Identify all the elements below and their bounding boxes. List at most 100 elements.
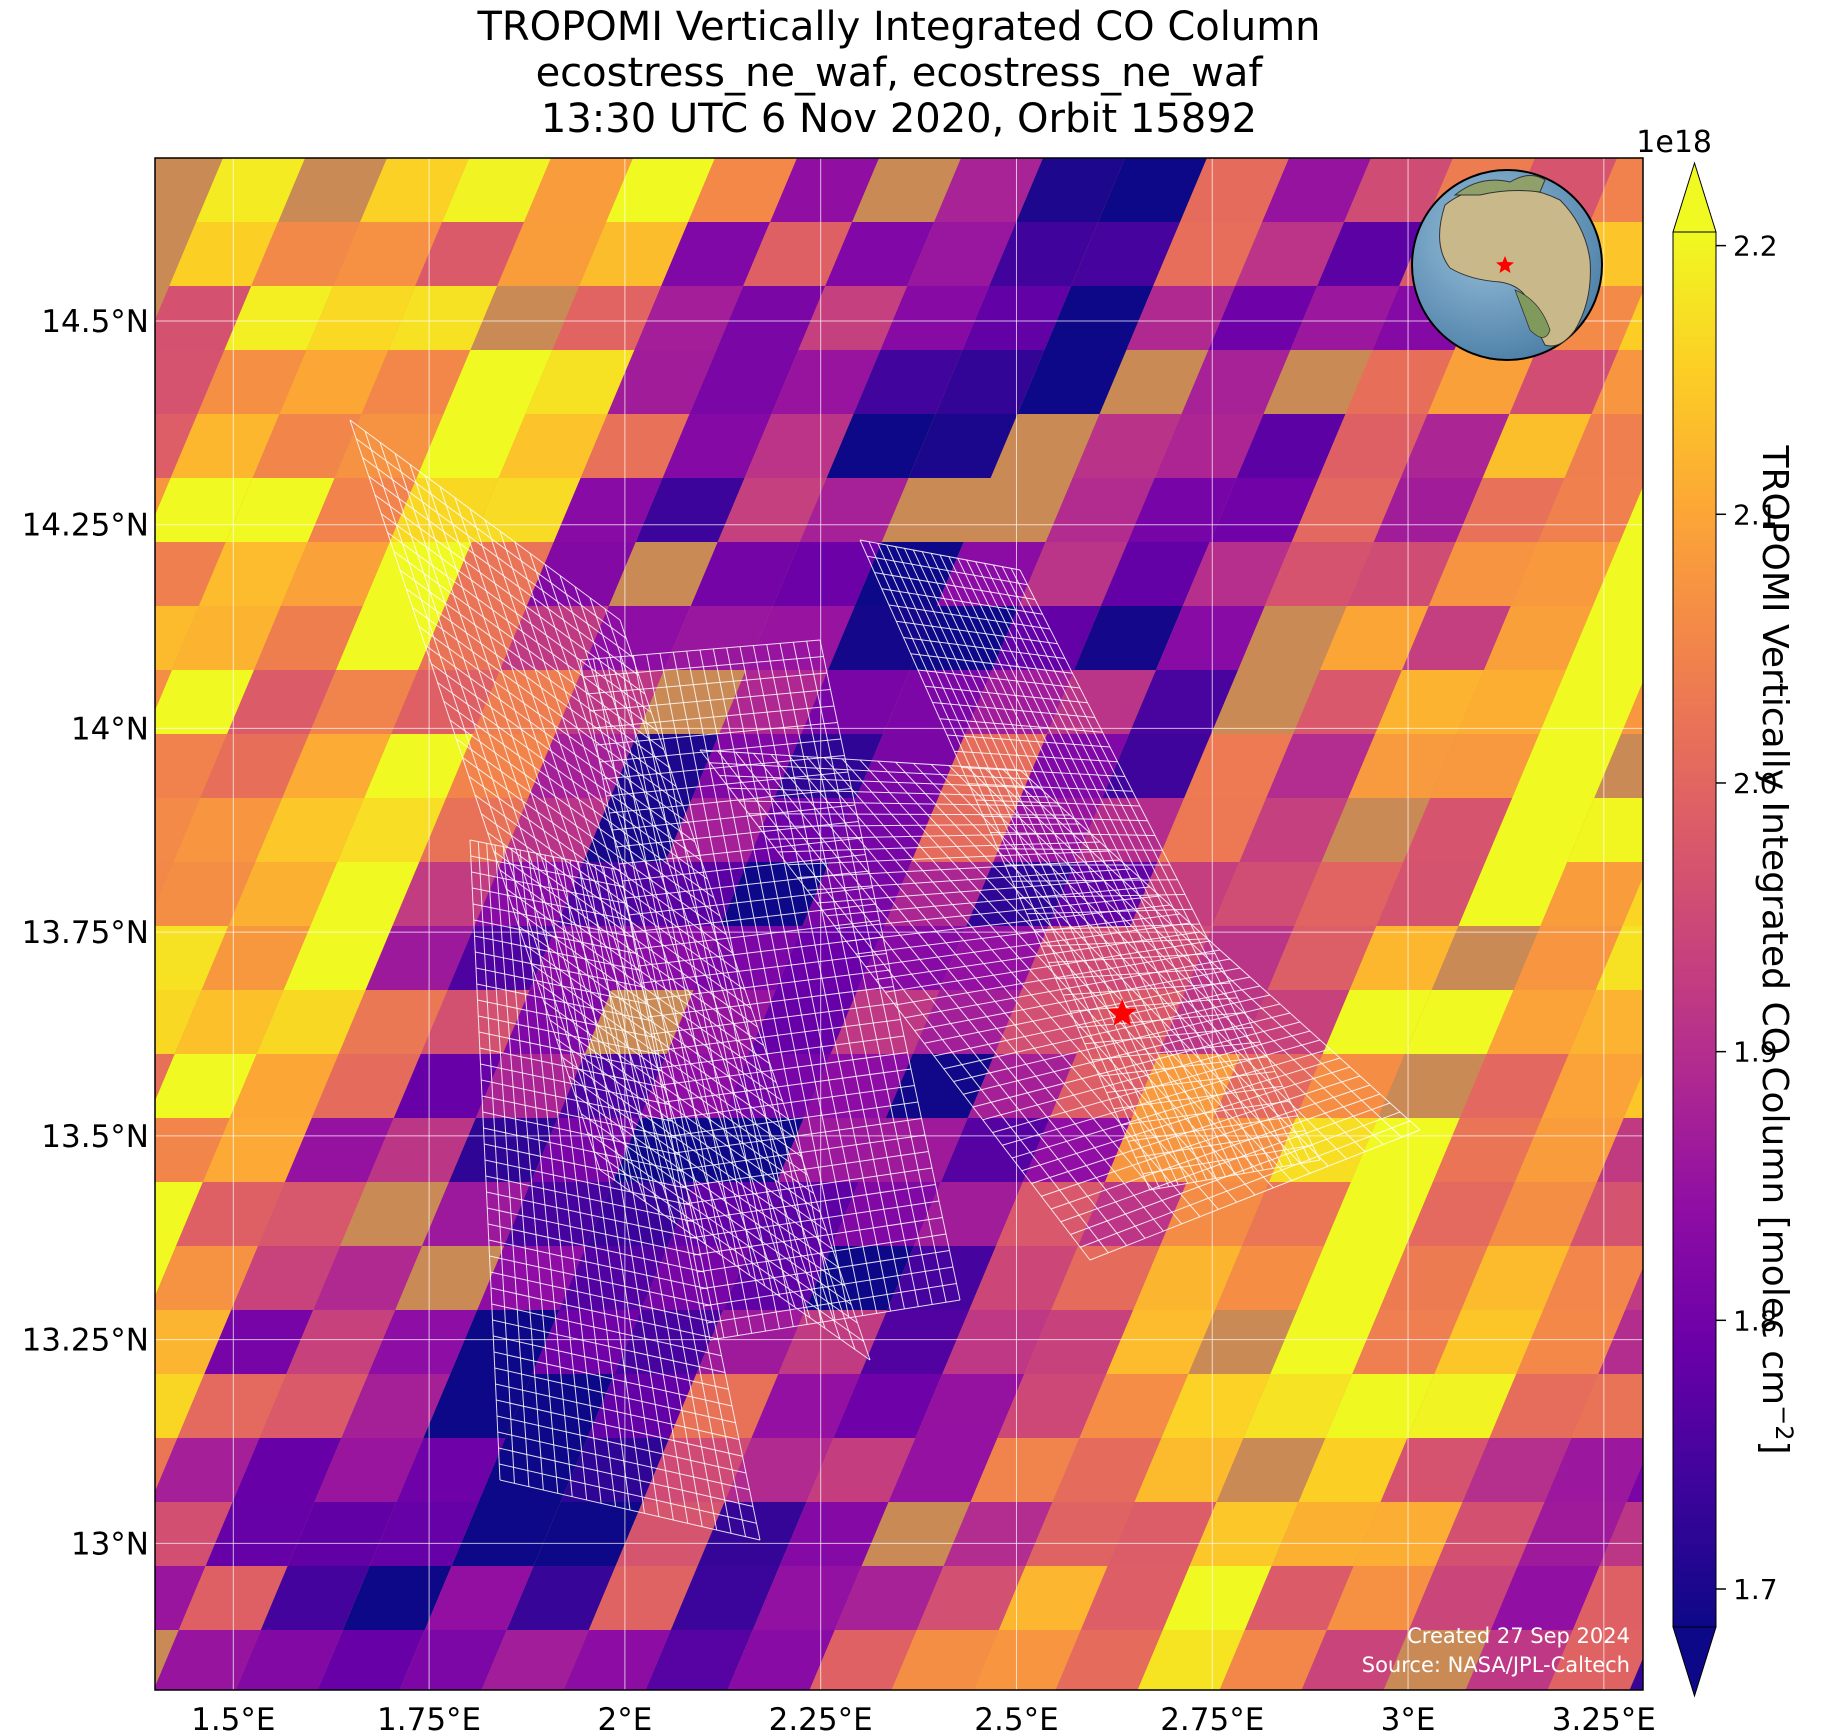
co-pixel [1020, 734, 1130, 798]
co-pixel [155, 734, 228, 798]
co-pixel [586, 1182, 695, 1246]
co-pixel [994, 990, 1104, 1054]
co-pixel [155, 606, 199, 670]
map-area[interactable]: Created 27 Sep 2024 Source: NASA/JPL-Cal… [0, 94, 1792, 1736]
co-pixel [797, 94, 906, 158]
co-pixel [935, 350, 1045, 414]
co-pixel [282, 734, 392, 798]
co-pixel [1291, 478, 1401, 542]
co-pixel [910, 606, 1019, 670]
co-pixel [912, 990, 1022, 1054]
colorbar-tick-label: 1.9 [1733, 1036, 1778, 1069]
co-pixel [696, 1310, 806, 1374]
co-pixel [360, 158, 469, 222]
co-pixel [1289, 94, 1398, 158]
co-pixel [716, 286, 826, 350]
co-pixel [563, 1630, 671, 1690]
co-pixel [1157, 798, 1267, 862]
co-pixel [1024, 1310, 1134, 1374]
co-pixel [1160, 1182, 1269, 1246]
co-pixel [500, 606, 609, 670]
co-pixel [155, 1310, 232, 1374]
co-pixel [1161, 1374, 1271, 1438]
co-pixel [1239, 798, 1349, 862]
co-pixel [198, 542, 308, 606]
co-pixel [1055, 1630, 1163, 1690]
co-pixel [633, 94, 742, 158]
co-pixel [1376, 862, 1486, 926]
co-pixel [727, 1630, 835, 1690]
co-pixel [1490, 1566, 1600, 1630]
co-pixel [715, 94, 824, 158]
co-pixel [965, 670, 1074, 734]
co-pixel [1486, 990, 1596, 1054]
co-pixel [828, 606, 937, 670]
lon-tick-label: 3.25°E [1552, 1702, 1656, 1736]
co-pixel [225, 478, 335, 542]
co-pixel [314, 1438, 424, 1502]
co-pixel [0, 1054, 93, 1118]
co-pixel [0, 1438, 95, 1502]
co-pixel [1189, 1502, 1299, 1566]
co-pixel [317, 1630, 425, 1690]
co-pixel [1344, 158, 1453, 222]
co-pixel [1240, 990, 1350, 1054]
title-line-2: ecostress_ne_waf, ecostress_ne_waf [535, 50, 1263, 96]
co-pixel [1513, 926, 1623, 990]
site-star-icon[interactable] [1107, 998, 1137, 1026]
co-pixel [228, 862, 338, 926]
co-pixel [416, 414, 526, 478]
co-pixel [1080, 1566, 1190, 1630]
co-pixel [1568, 990, 1643, 1054]
co-pixel [885, 1054, 995, 1118]
co-pixel [418, 606, 527, 670]
co-pixel [1134, 1438, 1244, 1502]
co-pixel [420, 990, 530, 1054]
co-pixel [155, 1502, 233, 1566]
co-pixel [1052, 1438, 1162, 1502]
co-pixel [1133, 1246, 1242, 1310]
co-pixel [1153, 222, 1263, 286]
co-pixel [1262, 158, 1371, 222]
co-pixel [1485, 798, 1595, 862]
co-pixel [415, 222, 525, 286]
lat-tick-label: 14°N [71, 711, 149, 747]
co-pixel [746, 606, 855, 670]
scene-grid [579, 639, 961, 1341]
co-pixel [993, 798, 1103, 862]
latitude-axis: 14.5°N 14.25°N 14°N 13.75°N 13.5°N 13.25°N 13°… [22, 304, 149, 1562]
colorbar: 1.7 1.8 1.9 2.0 2.1 2.2 1e18 [1636, 125, 1778, 1698]
title-line-3: 13:30 UTC 6 Nov 2020, Orbit 15892 [540, 96, 1258, 142]
co-pixel [579, 222, 689, 286]
co-pixel [1162, 1566, 1272, 1630]
co-pixel [1572, 1566, 1643, 1630]
co-pixel [1619, 486, 1643, 542]
co-pixel [311, 1054, 421, 1118]
co-pixel [1297, 1246, 1406, 1310]
co-pixel [1102, 734, 1212, 798]
co-pixel [1242, 1182, 1351, 1246]
co-pixel [310, 862, 420, 926]
co-pixel [1270, 1310, 1380, 1374]
co-pixel [223, 94, 332, 158]
co-pixel [1324, 1182, 1433, 1246]
co-pixel [204, 1310, 314, 1374]
colorbar-ticks: 1.7 1.8 1.9 2.0 2.1 2.2 [1716, 230, 1778, 1606]
co-pixel [916, 1566, 1026, 1630]
co-pixel [1350, 1118, 1460, 1182]
co-pixel [615, 1502, 725, 1566]
co-pixel [614, 1310, 724, 1374]
co-pixel [774, 734, 884, 798]
co-pixel [907, 222, 1017, 286]
co-pixel [1590, 158, 1643, 222]
co-pixel [1236, 414, 1346, 478]
colorbar-tick-label: 2.2 [1733, 230, 1778, 263]
co-pixel [170, 414, 280, 478]
co-pixel [1208, 286, 1318, 350]
co-pixel [392, 862, 502, 926]
co-pixel [1018, 542, 1128, 606]
co-pixel [424, 1566, 534, 1630]
co-pixel [1244, 1566, 1354, 1630]
co-pixel [252, 414, 362, 478]
co-pixel [155, 350, 225, 414]
